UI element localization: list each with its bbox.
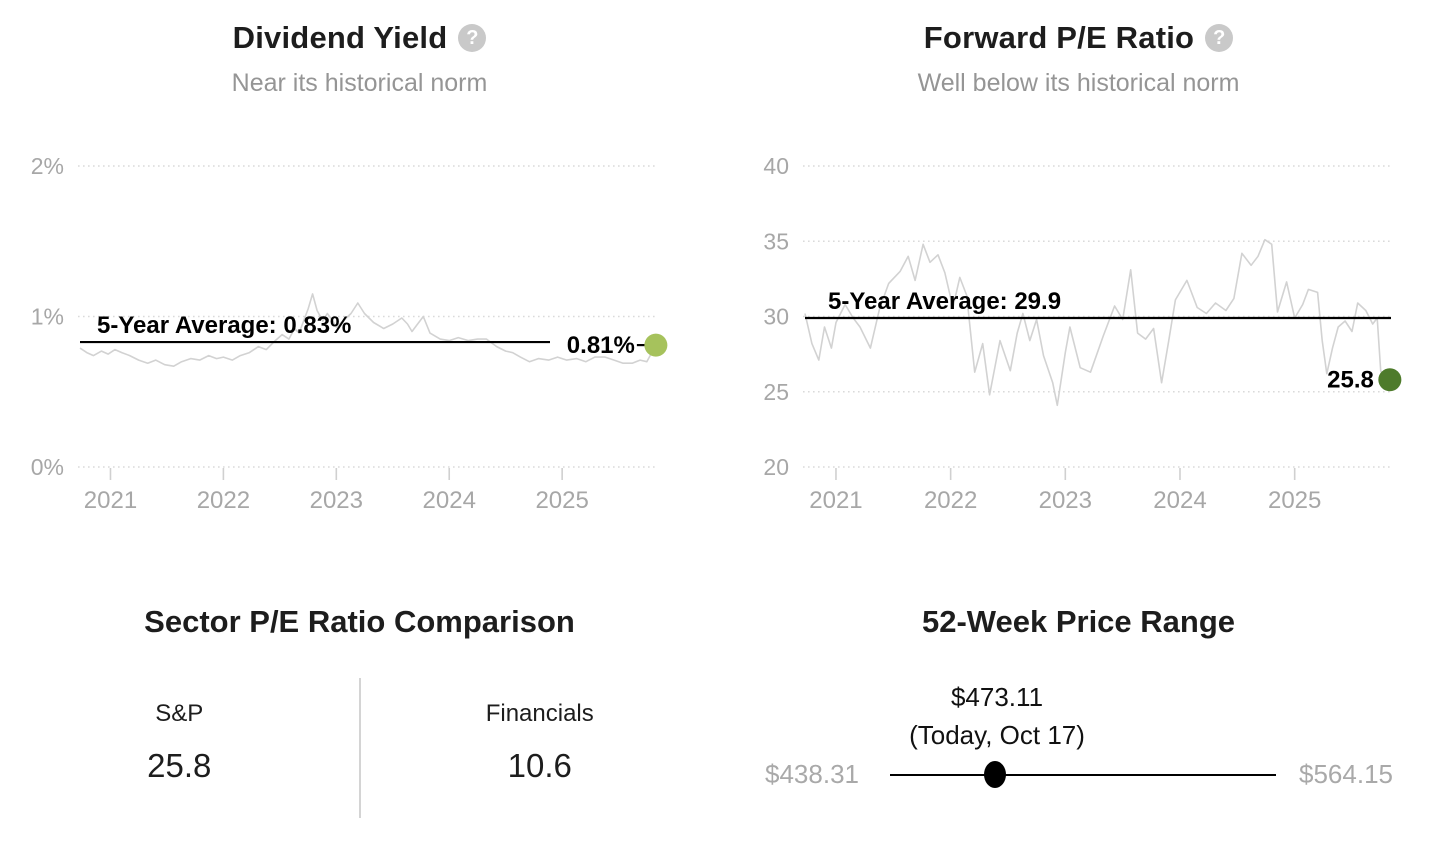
sector-comparison-table: S&P 25.8 Financials 10.6 xyxy=(0,678,719,818)
price-range-panel: 52-Week Price Range $473.11 (Today, Oct … xyxy=(719,560,1438,846)
forward-pe-chart: 20 25 30 35 40 2021 2022 2023 2024 2025 5-Year Ave… xyxy=(719,130,1438,547)
dividend-yield-series-line xyxy=(79,293,657,367)
sector-value-sp: 25.8 xyxy=(147,747,212,784)
y-axis-tick-label: 25 xyxy=(763,379,789,405)
current-value-dot xyxy=(1378,368,1402,392)
current-price-marker xyxy=(984,761,1006,788)
price-range-high: $564.15 xyxy=(1299,759,1393,789)
forward-pe-header: Forward P/E Ratio ? xyxy=(719,0,1438,56)
sector-column-financials: Financials 10.6 xyxy=(361,678,720,818)
y-axis-tick-label: 35 xyxy=(763,228,789,254)
price-range-title: 52-Week Price Range xyxy=(921,604,1236,639)
price-range-slider: $438.31 $564.15 xyxy=(719,757,1438,797)
x-axis-tick-label: 2021 xyxy=(809,487,862,514)
dividend-yield-header: Dividend Yield ? xyxy=(0,0,719,56)
dividend-yield-panel: Dividend Yield ? Near its historical nor… xyxy=(0,0,719,560)
current-value-label: 25.8 xyxy=(1327,367,1374,394)
current-price-date: (Today, Oct 17) xyxy=(909,720,1085,750)
help-icon[interactable]: ? xyxy=(458,24,487,52)
sector-label-financials: Financials xyxy=(485,700,594,727)
y-axis-tick-label: 30 xyxy=(763,304,789,330)
current-price-block: $473.11 (Today, Oct 17) xyxy=(909,678,1085,754)
y-axis-tick-label: 0% xyxy=(31,454,64,480)
dividend-yield-chart: 0% 1% 2% 2021 2022 2023 2024 2025 5-Year Average… xyxy=(0,130,719,547)
sector-label-sp: S&P xyxy=(155,700,204,727)
dividend-yield-title: Dividend Yield xyxy=(232,20,448,55)
x-axis-tick-label: 2022 xyxy=(924,487,977,514)
current-value-label: 0.81% xyxy=(567,332,635,359)
x-axis-tick-label: 2023 xyxy=(1039,487,1092,514)
question-mark-icon: ? xyxy=(466,27,479,49)
forward-pe-subtitle: Well below its historical norm xyxy=(917,69,1240,97)
question-mark-icon: ? xyxy=(1213,27,1226,49)
x-axis-tick-label: 2024 xyxy=(423,487,476,514)
x-axis-tick-label: 2024 xyxy=(1153,487,1206,514)
x-axis-tick-label: 2025 xyxy=(535,487,588,514)
y-axis-tick-label: 1% xyxy=(31,304,64,330)
average-label: 5-Year Average: 29.9 xyxy=(828,288,1061,315)
y-axis-tick-label: 20 xyxy=(763,454,789,480)
average-label: 5-Year Average: 0.83% xyxy=(97,312,351,339)
price-range-low: $438.31 xyxy=(765,759,859,789)
sector-column-sp: S&P 25.8 xyxy=(0,678,361,818)
current-price: $473.11 xyxy=(950,682,1044,712)
price-range-track xyxy=(890,774,1276,776)
sector-pe-comparison-panel: Sector P/E Ratio Comparison S&P 25.8 Fin… xyxy=(0,560,719,846)
sector-value-financials: 10.6 xyxy=(507,747,572,784)
y-axis-tick-label: 40 xyxy=(763,153,789,179)
sector-pe-comparison-title: Sector P/E Ratio Comparison xyxy=(144,604,575,639)
x-axis-tick-label: 2021 xyxy=(84,487,137,514)
x-axis-tick-label: 2023 xyxy=(310,487,363,514)
x-axis-tick-label: 2025 xyxy=(1268,487,1321,514)
help-icon[interactable]: ? xyxy=(1205,24,1234,52)
forward-pe-ratio-series-line xyxy=(804,238,1391,407)
forward-pe-title: Forward P/E Ratio xyxy=(923,20,1195,55)
y-axis-tick-label: 2% xyxy=(31,153,64,179)
dividend-yield-subtitle: Near its historical norm xyxy=(231,69,488,97)
x-axis-tick-label: 2022 xyxy=(197,487,250,514)
forward-pe-panel: Forward P/E Ratio ? Well below its histo… xyxy=(719,0,1438,560)
current-value-dot xyxy=(644,333,668,357)
